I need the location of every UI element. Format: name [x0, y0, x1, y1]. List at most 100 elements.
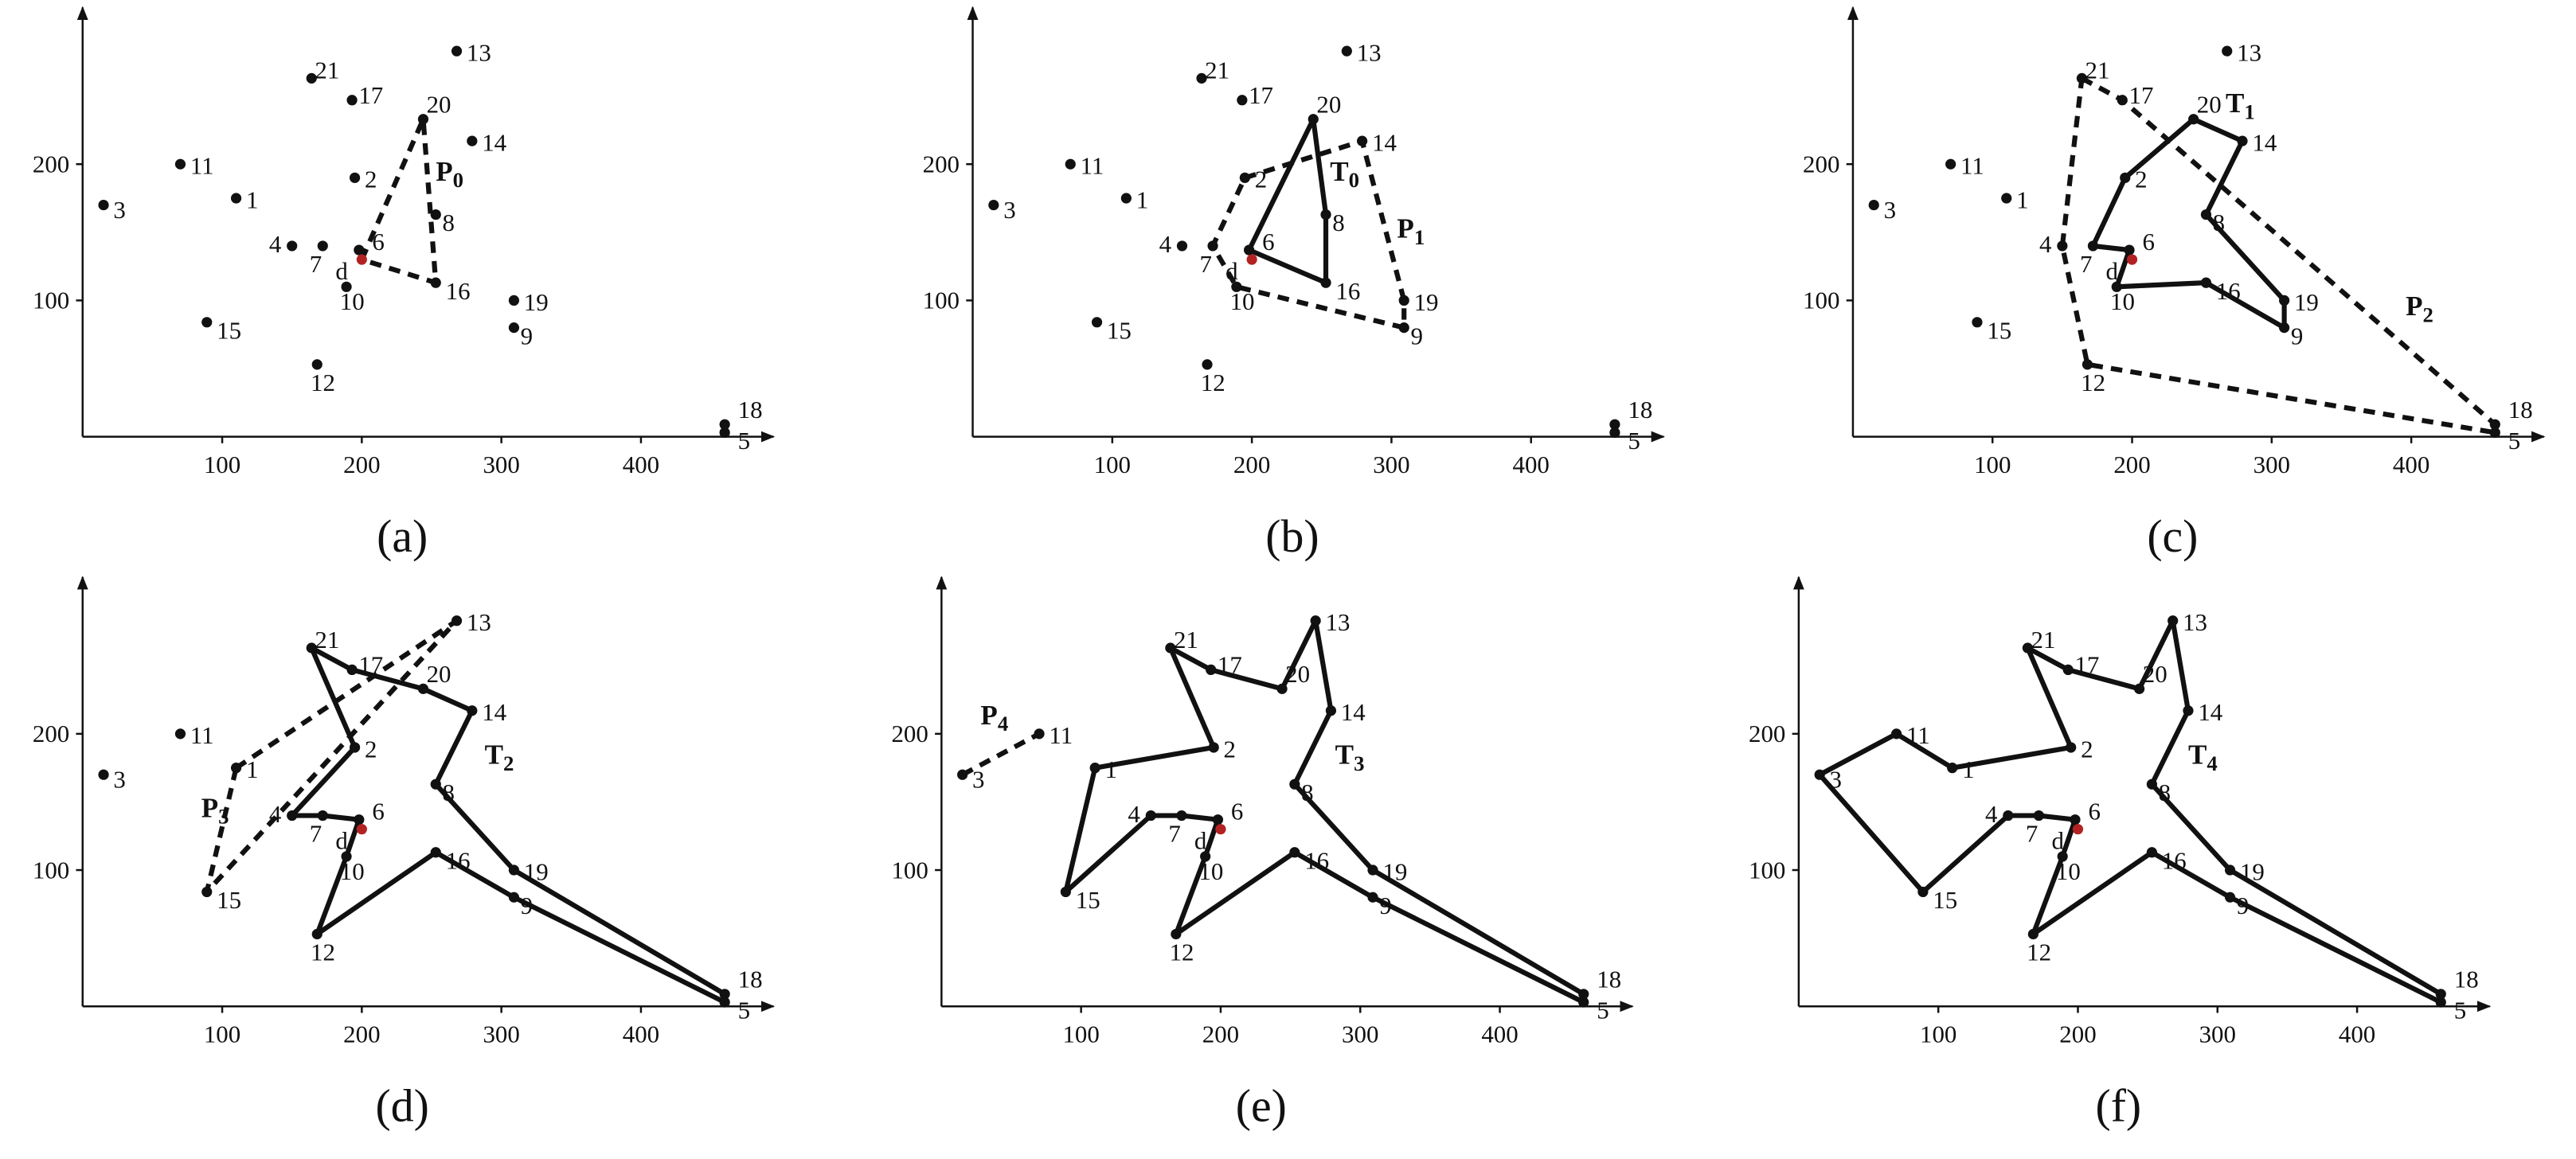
point [1609, 427, 1620, 439]
point [508, 322, 520, 334]
point-label: 11 [1081, 152, 1104, 180]
point-label: 20 [427, 90, 451, 118]
dashed-polygon [961, 732, 1041, 777]
point [317, 810, 328, 821]
panel-caption: (f) [2095, 1082, 2141, 1132]
solid-polygon [1246, 116, 1329, 286]
point [2124, 244, 2135, 256]
point [1200, 851, 1211, 862]
x-tick-label: 400 [1481, 1020, 1518, 1048]
point-label: 16 [446, 277, 471, 305]
point [719, 997, 730, 1008]
point [356, 254, 367, 265]
point [2070, 814, 2081, 825]
point [2222, 45, 2233, 57]
x-tick-label: 300 [2199, 1020, 2236, 1048]
y-tick-label: 200 [1803, 150, 1839, 178]
point [1367, 892, 1378, 903]
y-tick-label: 100 [923, 287, 960, 314]
point-label: d [1194, 826, 1207, 854]
point-label: 20 [427, 660, 451, 688]
annotation: P1 [1397, 213, 1425, 249]
point-label: 2 [365, 735, 377, 763]
point-label: 12 [1170, 938, 1194, 966]
point-label: 1 [1962, 755, 1974, 783]
x-tick-label: 100 [1974, 451, 2011, 478]
point-label: 17 [2074, 651, 2099, 679]
annotation-letter: P [2406, 291, 2422, 322]
point-label: 6 [372, 798, 384, 825]
annotation: T0 [1330, 156, 1359, 192]
point [230, 763, 242, 774]
point [356, 824, 367, 835]
point [2022, 642, 2033, 654]
point-label: 12 [2027, 938, 2051, 966]
point [2076, 72, 2088, 84]
point-label: 18 [738, 966, 763, 993]
panel: 100 200 300 4001002001234567891011121314151… [891, 576, 1634, 1132]
point [451, 615, 463, 626]
panel-caption: (a) [377, 512, 428, 562]
point [349, 742, 361, 753]
point [508, 864, 520, 876]
point [201, 317, 213, 328]
point [2001, 193, 2012, 204]
point-label: 20 [2197, 90, 2222, 118]
point [1207, 240, 1218, 252]
point [346, 95, 358, 106]
point [1310, 615, 1321, 626]
annotation: T2 [485, 739, 514, 775]
point-label: 7 [2026, 820, 2038, 848]
point-label: 5 [738, 427, 750, 455]
dashed-polygon [204, 618, 459, 895]
annotation: T1 [2226, 88, 2255, 123]
point-label: 10 [340, 287, 365, 315]
point [1165, 642, 1176, 654]
point-label: 19 [1382, 857, 1407, 885]
point [467, 705, 478, 716]
point-label: 5 [738, 997, 750, 1024]
y-tick-label: 100 [1803, 287, 1839, 314]
point-label: 16 [1335, 277, 1360, 305]
annotation-subscript: 3 [218, 805, 229, 829]
solid-polygon [1063, 618, 1586, 1005]
x-tick-label: 100 [204, 1020, 240, 1048]
point [2224, 892, 2236, 903]
point [311, 359, 322, 370]
point-label: 11 [1049, 721, 1073, 749]
annotation-subscript: 0 [1349, 168, 1359, 192]
point [1814, 769, 1825, 780]
annotation-letter: P [436, 156, 452, 187]
point-label: 1 [1136, 185, 1148, 213]
panel: 100 200 300 4001002001234567891011121314151… [923, 6, 1665, 562]
point [354, 244, 365, 256]
panel-caption: (c) [2147, 512, 2198, 562]
point [430, 779, 441, 790]
point-label: 3 [1884, 196, 1896, 224]
point-label: 1 [246, 755, 258, 783]
point-label: 5 [1628, 427, 1640, 455]
point-label: 3 [972, 766, 984, 794]
point [2057, 851, 2068, 862]
x-tick-label: 200 [2059, 1020, 2096, 1048]
point [98, 199, 109, 211]
point [230, 193, 242, 204]
x-tick-label: 300 [2254, 451, 2290, 478]
point-label: 10 [340, 857, 365, 885]
point-label: 21 [315, 56, 339, 84]
point-label: 7 [1168, 820, 1180, 848]
point [508, 892, 520, 903]
point [2027, 928, 2039, 940]
y-tick-label: 200 [1749, 720, 1785, 747]
panel: 100 200 300 4001002001234567891011121314151… [1749, 576, 2492, 1132]
point [1308, 114, 1319, 125]
annotation: P3 [201, 792, 229, 828]
point-label: 4 [269, 800, 281, 828]
point [2120, 172, 2131, 183]
point [1171, 928, 1182, 940]
point [1341, 45, 1352, 57]
point-label: 3 [1830, 766, 1842, 794]
point [2072, 824, 2084, 835]
point [2237, 135, 2248, 146]
point-label: 10 [2110, 287, 2135, 315]
